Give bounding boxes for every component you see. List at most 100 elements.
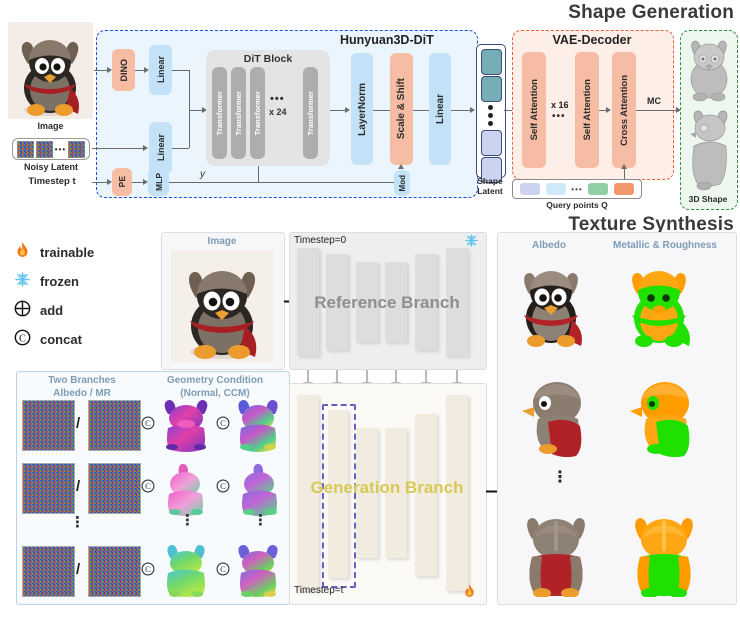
mr-output-side (620, 377, 702, 457)
generation-unet-bar (356, 428, 378, 558)
self-attention-label: Self Attention (528, 79, 540, 141)
svg-text:C: C (145, 418, 151, 428)
vae-cross-attention: Cross Attention (612, 52, 636, 168)
shape-latent-caption-line1: Shape (477, 176, 503, 186)
mesh-penguin-side (690, 110, 728, 191)
arrow-selfattn-crossattn (606, 107, 611, 113)
two-branches-header-line1: Two Branches (48, 375, 116, 386)
texture-synthesis-title: Texture Synthesis (568, 214, 734, 235)
reference-unet-bar (415, 254, 437, 350)
metallic-roughness-penguin-side (630, 382, 690, 457)
flame-icon (14, 241, 31, 264)
conn-layernorm-scaleshift (373, 110, 390, 111)
noise-mr-tile (88, 546, 141, 597)
conn-linear-shapelatent (451, 110, 472, 111)
query-point-swatch (519, 183, 540, 195)
reference-unet-bar (446, 248, 468, 356)
conn-dit-layernorm (330, 110, 346, 111)
linear-out-label: Linear (434, 93, 446, 124)
arrow-mod-scaleshift (398, 164, 404, 169)
transformer-block: Transformer (303, 67, 318, 159)
linear-latent-label: Linear (155, 134, 166, 162)
vae-ellipsis: ••• (552, 111, 566, 122)
conn-timestep-pe (92, 182, 108, 183)
albedo-output-side (512, 377, 594, 457)
vae-self-attention-2: Self Attention (575, 52, 599, 168)
input-image-thumbnail (8, 22, 93, 119)
generation-branch-timestep: Timestep=t (294, 585, 344, 596)
conn-shapelatent-vae (504, 110, 517, 111)
legend-label: add (40, 303, 64, 318)
albedo-penguin-front (524, 271, 582, 347)
ccm-map-thumb (232, 396, 284, 452)
mr-output-back (620, 505, 708, 597)
conn-merge-vertical (189, 70, 190, 148)
scale-shift-label: Scale & Shift (396, 78, 407, 140)
arrow-merge-to-dit (202, 107, 207, 113)
noise-albedo-tile (22, 546, 75, 597)
shape-latent-ellipsis (488, 113, 493, 118)
transformer-block: Transformer (212, 67, 227, 159)
concat-circle-icon: C (216, 479, 230, 498)
metallic-roughness-penguin-front (632, 271, 690, 347)
penguin-knight-photo (8, 22, 93, 119)
shape-generation-title: Shape Generation (568, 2, 734, 23)
transformer-label: Transformer (253, 90, 262, 136)
3d-shape-caption: 3D Shape (688, 194, 728, 204)
timestep-input-caption: Timestep t (28, 176, 76, 187)
two-branches-header-line2: Albedo / MR (53, 388, 111, 399)
noisy-latent-caption: Noisy Latent (23, 162, 78, 172)
conn-mlp-y (169, 182, 401, 183)
row-slash: / (76, 415, 81, 432)
query-points-caption: Query points Q (546, 200, 608, 210)
ccm-map-thumb (232, 542, 284, 598)
legend-item-concat: C concat (14, 325, 154, 354)
concat-circle-icon: C (216, 562, 230, 581)
penguin-knight-photo (171, 250, 273, 362)
latent-ellipsis: ••• (54, 144, 67, 154)
generation-unet-bar (415, 414, 437, 576)
conn-vae-3dshape (636, 110, 678, 111)
concat-circle-icon: C (141, 562, 155, 581)
geometry-condition-header-line1: Geometry Condition (166, 375, 264, 386)
layernorm-label: LayerNorm (356, 82, 368, 136)
mod-label: Mod (397, 174, 407, 192)
layernorm-block: LayerNorm (351, 53, 373, 165)
linear-image-label: Linear (155, 56, 166, 84)
legend-item-trainable: trainable (14, 238, 154, 267)
query-point-swatch (614, 183, 635, 195)
concat-circle-icon: C (141, 416, 155, 435)
generation-highlight-box (322, 404, 356, 588)
query-point-swatch (588, 183, 609, 195)
ccm-map-thumb (232, 460, 284, 516)
add-circle-icon (14, 300, 31, 322)
arrow-dit-layernorm (345, 107, 350, 113)
dit-repeat-count: x 24 (269, 107, 287, 117)
svg-text:C: C (220, 418, 226, 428)
albedo-output-front (510, 256, 592, 348)
arrow-dino-linear (144, 67, 149, 73)
geometry-condition-header-line2: (Normal, CCM) (180, 388, 250, 399)
albedo-column-header: Albedo (532, 240, 566, 251)
transformer-label: Transformer (234, 90, 243, 136)
pe-label: PE (117, 176, 127, 188)
cross-attention-label: Cross Attention (618, 74, 630, 146)
linear-out-block: Linear (429, 53, 451, 165)
conn-selfattn-crossattn (599, 110, 608, 111)
mlp-block: MLP (148, 168, 169, 196)
transformer-block: Transformer (250, 67, 265, 159)
conn-linear-merge-bottom (172, 148, 189, 149)
noise-tile (35, 140, 53, 158)
3d-shape-bottom (684, 106, 734, 191)
arrow-linear-shapelatent (470, 107, 475, 113)
svg-text:C: C (145, 564, 151, 574)
self-attention-label: Self Attention (581, 79, 593, 141)
vae-self-attention-1: Self Attention (522, 52, 546, 168)
conn-latent-linear (92, 148, 144, 149)
dit-ellipsis: ••• (270, 93, 285, 105)
normal-map-penguin-back (167, 545, 205, 597)
mr-output-front (618, 256, 700, 348)
svg-text:C: C (19, 333, 26, 344)
noise-mr-tile (88, 463, 141, 514)
snowflake-icon (465, 234, 478, 252)
